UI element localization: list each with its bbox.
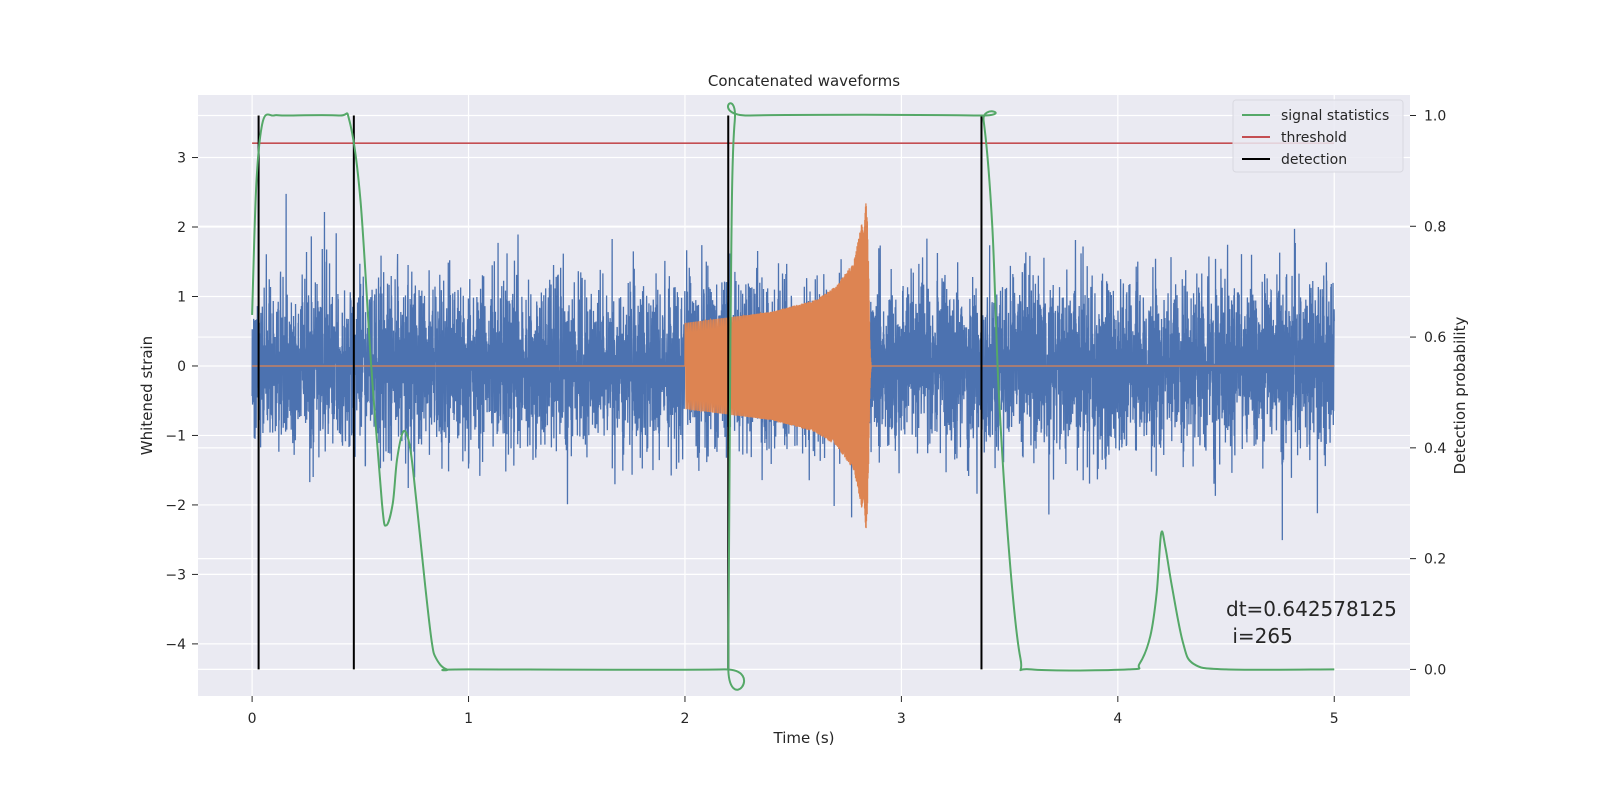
y-tick-label: −1 — [165, 428, 186, 444]
x-tick-label: 1 — [464, 711, 473, 727]
y-tick-label: 3 — [177, 151, 186, 167]
strain-line — [251, 193, 1335, 541]
y-tick-label: 1 — [177, 289, 186, 305]
x-tick-label: 2 — [681, 711, 690, 727]
legend: signal statistics threshold detection — [1232, 99, 1404, 173]
chart-title: Concatenated waveforms — [708, 72, 900, 90]
y-tick-label: −2 — [165, 498, 186, 514]
y-tick-label: −3 — [165, 567, 186, 583]
x-tick-label: 3 — [897, 711, 906, 727]
orange-chirp-series — [252, 203, 1335, 529]
legend-label-threshold: threshold — [1281, 130, 1347, 146]
y-right-tick-label: 0.2 — [1424, 552, 1446, 568]
y-right-tick-label: 0.0 — [1424, 662, 1446, 678]
legend-box — [1232, 99, 1404, 173]
y-axis-label: Whitened strain — [138, 336, 156, 455]
x-axis: 0 1 2 3 4 5 — [248, 696, 1339, 727]
signal-statistics-series — [251, 102, 1335, 691]
y-tick-label: 2 — [177, 220, 186, 236]
x-axis-label: Time (s) — [773, 729, 835, 747]
x-tick-label: 0 — [248, 711, 257, 727]
y-right-tick-label: 1.0 — [1424, 108, 1446, 124]
signal-statistics-line — [251, 102, 1335, 691]
x-tick-label: 5 — [1330, 711, 1339, 727]
y-right-tick-label: 0.8 — [1424, 219, 1446, 235]
legend-label-signal-statistics: signal statistics — [1281, 108, 1389, 124]
annotation-index: i=265 — [1226, 624, 1293, 648]
y-axis-left: −4 −3 −2 −1 0 1 2 3 — [165, 151, 198, 653]
chirp-line — [252, 203, 1335, 529]
y-axis-right: 0.0 0.2 0.4 0.6 0.8 1.0 — [1410, 108, 1446, 678]
blue-strain-series — [251, 193, 1335, 541]
annotation-dt: dt=0.642578125 — [1226, 597, 1397, 621]
y-tick-label: −4 — [165, 637, 186, 653]
x-tick-label: 4 — [1113, 711, 1122, 727]
y-axis-right-label: Detection probability — [1451, 317, 1469, 475]
y-right-tick-label: 0.4 — [1424, 441, 1446, 457]
y-tick-label: 0 — [177, 359, 186, 375]
legend-label-detection: detection — [1281, 152, 1347, 168]
y-right-tick-label: 0.6 — [1424, 330, 1446, 346]
